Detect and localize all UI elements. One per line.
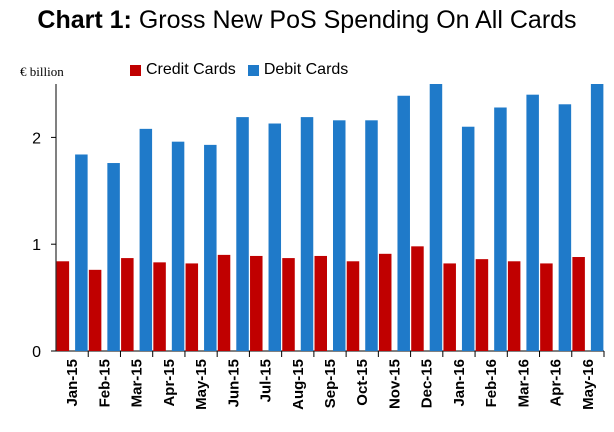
bar-debit-cards xyxy=(300,117,314,351)
legend-label-credit: Credit Cards xyxy=(146,61,236,78)
bar-credit-cards xyxy=(314,255,327,351)
y-tick-label: 0 xyxy=(32,344,41,361)
x-tick-label: May-15 xyxy=(193,359,210,410)
bar-credit-cards xyxy=(346,261,360,351)
bar-credit-cards xyxy=(88,269,102,351)
x-tick-label: May-16 xyxy=(580,359,597,410)
chart-title: Chart 1: Gross New PoS Spending On All C… xyxy=(0,6,614,35)
legend-item-debit: Debit Cards xyxy=(247,61,349,79)
bar-debit-cards xyxy=(107,163,120,351)
bar-debit-cards xyxy=(365,120,378,351)
x-tick-label: Apr-15 xyxy=(161,359,178,407)
y-tick-label: 1 xyxy=(32,237,41,254)
bar-credit-cards xyxy=(282,258,295,351)
bar-credit-cards xyxy=(443,263,456,351)
x-tick-label: Mar-15 xyxy=(129,359,146,407)
bar-credit-cards xyxy=(507,261,521,351)
x-tick-label: Sep-15 xyxy=(322,359,339,408)
chart-title-prefix: Chart 1: xyxy=(37,6,132,34)
y-axis-unit-label: € billion xyxy=(20,64,64,79)
legend-swatch-debit xyxy=(247,64,259,76)
legend-item-credit: Credit Cards xyxy=(130,61,236,79)
bar-credit-cards xyxy=(217,254,231,351)
legend: Credit Cards Debit Cards xyxy=(130,61,360,79)
x-tick-label: Feb-16 xyxy=(483,359,500,407)
x-tick-label: Feb-15 xyxy=(96,359,113,407)
bar-debit-cards xyxy=(590,84,604,351)
bar-debit-cards xyxy=(333,120,346,351)
bar-credit-cards xyxy=(540,263,553,351)
legend-swatch-credit xyxy=(130,64,141,76)
bar-debit-cards xyxy=(526,94,539,352)
bar-debit-cards xyxy=(171,141,185,351)
bar-debit-cards xyxy=(236,117,249,351)
bar-debit-cards xyxy=(461,126,475,351)
bar-credit-cards xyxy=(56,261,70,351)
bar-debit-cards xyxy=(397,95,410,351)
bar-credit-cards xyxy=(475,259,489,351)
bar-debit-cards xyxy=(558,104,572,352)
bar-debit-cards xyxy=(494,107,507,351)
x-tick-label: Jan-16 xyxy=(451,359,468,407)
bar-credit-cards xyxy=(250,255,263,351)
x-tick-label: Jan-15 xyxy=(64,359,81,407)
bar-debit-cards xyxy=(75,154,88,351)
x-tick-label: Apr-16 xyxy=(548,359,565,407)
bar-credit-cards xyxy=(378,253,392,351)
bar-credit-cards xyxy=(185,263,199,351)
chart-title-text: Gross New PoS Spending On All Cards xyxy=(138,6,577,34)
x-tick-label: Mar-16 xyxy=(515,359,532,407)
bar-credit-cards xyxy=(572,257,585,351)
x-tick-label: Jun-15 xyxy=(225,359,242,407)
bar-credit-cards xyxy=(411,246,424,351)
bar-debit-cards xyxy=(139,128,153,351)
y-tick-label: 2 xyxy=(32,130,41,147)
bar-credit-cards xyxy=(121,258,134,351)
x-tick-label: Dec-15 xyxy=(419,359,436,408)
bar-debit-cards xyxy=(204,144,217,351)
x-tick-label: Nov-15 xyxy=(386,359,403,409)
legend-label-debit: Debit Cards xyxy=(263,61,349,78)
x-tick-label: Oct-15 xyxy=(354,359,371,406)
bar-debit-cards xyxy=(268,123,282,352)
bar-debit-cards xyxy=(429,84,443,351)
x-tick-label: Aug-15 xyxy=(290,359,307,410)
bar-credit-cards xyxy=(153,262,166,351)
x-tick-label: Jul-15 xyxy=(258,359,275,402)
